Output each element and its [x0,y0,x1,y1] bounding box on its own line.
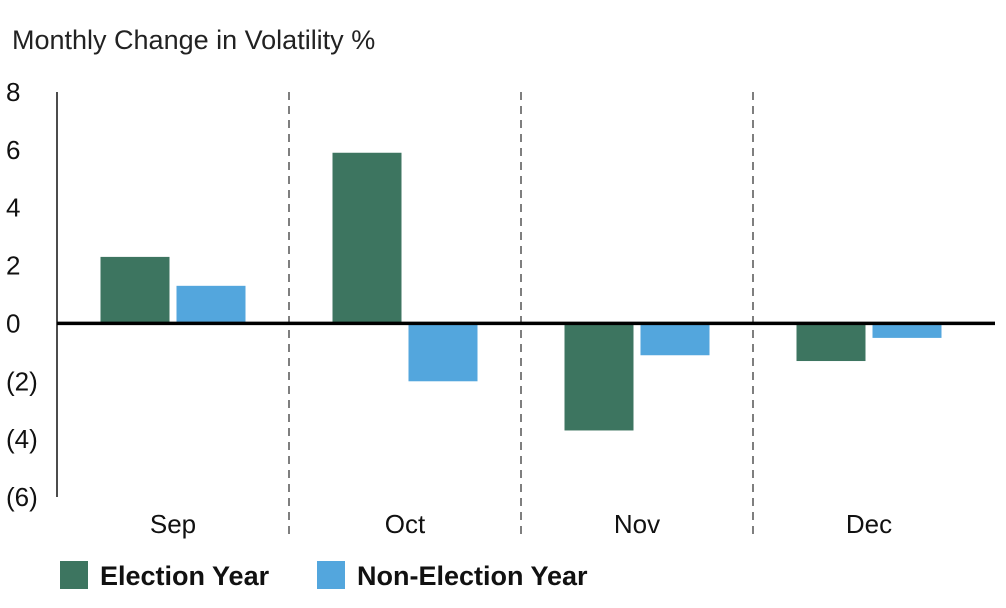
legend-label: Election Year [100,561,270,591]
x-axis-categories: Sep Oct Nov Dec [150,509,892,539]
legend-swatch [317,561,345,589]
bar-election-year-nov [564,323,634,431]
bar-non-election-year-nov [640,323,710,356]
bar-non-election-year-dec [872,323,942,338]
y-tick-label: 8 [6,77,20,107]
x-category-label: Sep [150,509,196,539]
bars-group [100,152,942,431]
bar-election-year-sep [100,256,170,324]
y-tick-label: (4) [6,424,38,454]
legend-swatch [60,561,88,589]
y-tick-label: 6 [6,135,20,165]
y-tick-label: 2 [6,251,20,281]
y-tick-label: 4 [6,193,20,223]
chart-title: Monthly Change in Volatility % [12,25,375,55]
y-tick-label: (6) [6,482,38,512]
x-category-label: Oct [385,509,426,539]
bar-non-election-year-oct [408,323,478,382]
y-tick-label: 0 [6,308,20,338]
month-separators [288,92,754,540]
y-tick-label: (2) [6,366,38,396]
y-axis-ticks: 8 6 4 2 0 (2) (4) (6) [6,77,38,512]
legend-label: Non-Election Year [357,561,588,591]
x-category-label: Nov [614,509,660,539]
bar-election-year-dec [796,323,866,362]
legend: Election Year Non-Election Year [60,561,588,591]
x-category-label: Dec [846,509,892,539]
bar-non-election-year-sep [176,285,246,324]
bar-election-year-oct [332,152,402,324]
